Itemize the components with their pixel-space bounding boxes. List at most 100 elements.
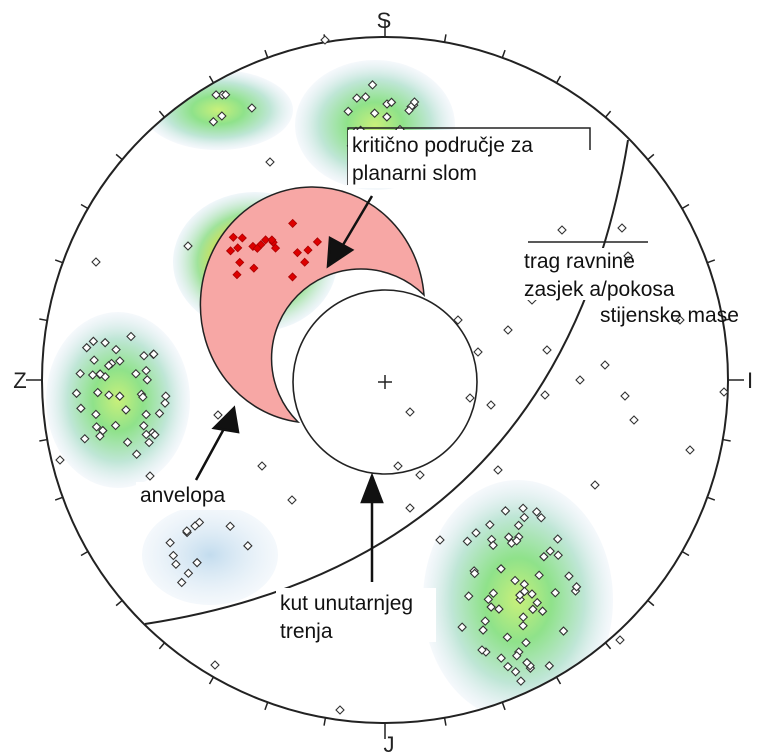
critical-zone-arrow: [338, 195, 374, 251]
pole-marker: [600, 360, 610, 370]
density-cluster-west: [46, 312, 190, 488]
pole-marker: [393, 461, 403, 471]
pole-marker: [287, 495, 297, 505]
net-tick-marks: [26, 21, 744, 739]
pole-marker: [534, 570, 544, 581]
net-tick: [39, 318, 48, 322]
pole-marker: [71, 388, 82, 399]
pole-marker: [87, 370, 98, 380]
critical-pole-marker: [249, 263, 259, 273]
pole-marker: [477, 645, 487, 655]
net-tick: [115, 599, 123, 607]
pole-marker: [480, 616, 491, 626]
pole-marker: [91, 257, 101, 267]
pole-marker: [55, 455, 65, 465]
net-tick: [264, 702, 269, 711]
pole-marker: [138, 392, 148, 402]
pole-marker: [511, 536, 522, 546]
pole-marker: [168, 550, 179, 561]
pole-marker: [558, 626, 569, 636]
net-tick: [158, 110, 166, 118]
pole-marker: [513, 520, 524, 531]
pole-marker: [503, 661, 513, 672]
pole-marker: [518, 612, 529, 622]
net-tick: [80, 203, 89, 210]
slope-trace-label-line1: trag ravnine: [524, 250, 635, 273]
pole-marker: [483, 594, 494, 605]
pole-marker: [142, 375, 153, 385]
pole-marker: [382, 112, 392, 122]
net-tick: [722, 438, 731, 442]
pole-marker: [550, 588, 561, 598]
pole-marker: [575, 375, 585, 385]
pole-marker: [220, 89, 231, 100]
critical-pole-marker: [232, 270, 242, 280]
pole-marker: [141, 429, 152, 440]
envelope-label: anvelopa: [140, 484, 226, 507]
critical-pole-marker: [228, 232, 238, 242]
pole-marker: [115, 356, 125, 366]
net-tick: [707, 259, 716, 264]
net-tick: [208, 676, 215, 685]
pole-marker: [553, 550, 563, 560]
net-tick: [707, 496, 716, 501]
pole-marker: [515, 590, 525, 600]
pole-marker: [485, 519, 495, 530]
pole-marker: [719, 387, 729, 397]
pole-marker: [453, 315, 463, 325]
critical-pole-marker: [248, 241, 258, 251]
pole-marker: [469, 568, 480, 579]
pole-marker: [150, 430, 160, 440]
friction-label-line2: trenja: [280, 620, 333, 643]
friction-angle-circle: [292, 289, 478, 475]
pole-marker: [182, 526, 192, 536]
pole-marker: [208, 116, 219, 127]
net-tick: [39, 438, 48, 442]
pole-marker: [89, 355, 99, 365]
net-tick: [604, 642, 612, 650]
pole-marker: [81, 342, 92, 353]
pole-marker: [190, 521, 200, 531]
pole-marker: [211, 90, 221, 100]
friction-label-bg: [276, 588, 436, 642]
pole-marker: [531, 507, 542, 517]
pole-marker: [462, 536, 473, 547]
envelope-arrow: [194, 424, 228, 481]
pole-marker: [685, 445, 695, 455]
pole-marker: [544, 661, 555, 671]
pole-marker: [557, 225, 567, 235]
pole-marker: [540, 390, 550, 400]
pole-marker: [675, 315, 685, 325]
pole-marker: [98, 425, 108, 436]
net-tick: [681, 550, 690, 557]
envelope-arrow-head: [211, 405, 240, 434]
pole-marker: [76, 403, 86, 414]
pole-marker: [210, 660, 220, 670]
pole-marker: [435, 535, 445, 545]
net-tick: [54, 496, 63, 501]
pole-points: [55, 35, 729, 715]
pole-marker: [522, 657, 532, 668]
pole-marker: [532, 597, 543, 608]
net-tick: [681, 203, 690, 210]
critical-pole-marker: [303, 245, 313, 255]
pole-marker: [141, 409, 151, 420]
pole-marker: [590, 480, 600, 490]
pole-marker: [369, 108, 380, 118]
pole-marker: [615, 635, 625, 645]
pole-marker: [493, 465, 503, 475]
friction-arrow-head: [360, 472, 384, 504]
pole-marker: [518, 620, 528, 631]
pole-marker: [114, 391, 125, 401]
pole-marker: [335, 705, 345, 715]
pole-marker: [145, 471, 155, 481]
net-tick: [115, 153, 123, 161]
pole-marker: [148, 349, 159, 359]
net-tick: [158, 642, 166, 650]
pole-marker: [465, 393, 475, 403]
net-tick: [208, 75, 215, 84]
pole-marker: [620, 391, 630, 401]
center-mark: [378, 375, 392, 389]
pole-marker: [518, 503, 528, 514]
pole-marker: [138, 421, 149, 431]
